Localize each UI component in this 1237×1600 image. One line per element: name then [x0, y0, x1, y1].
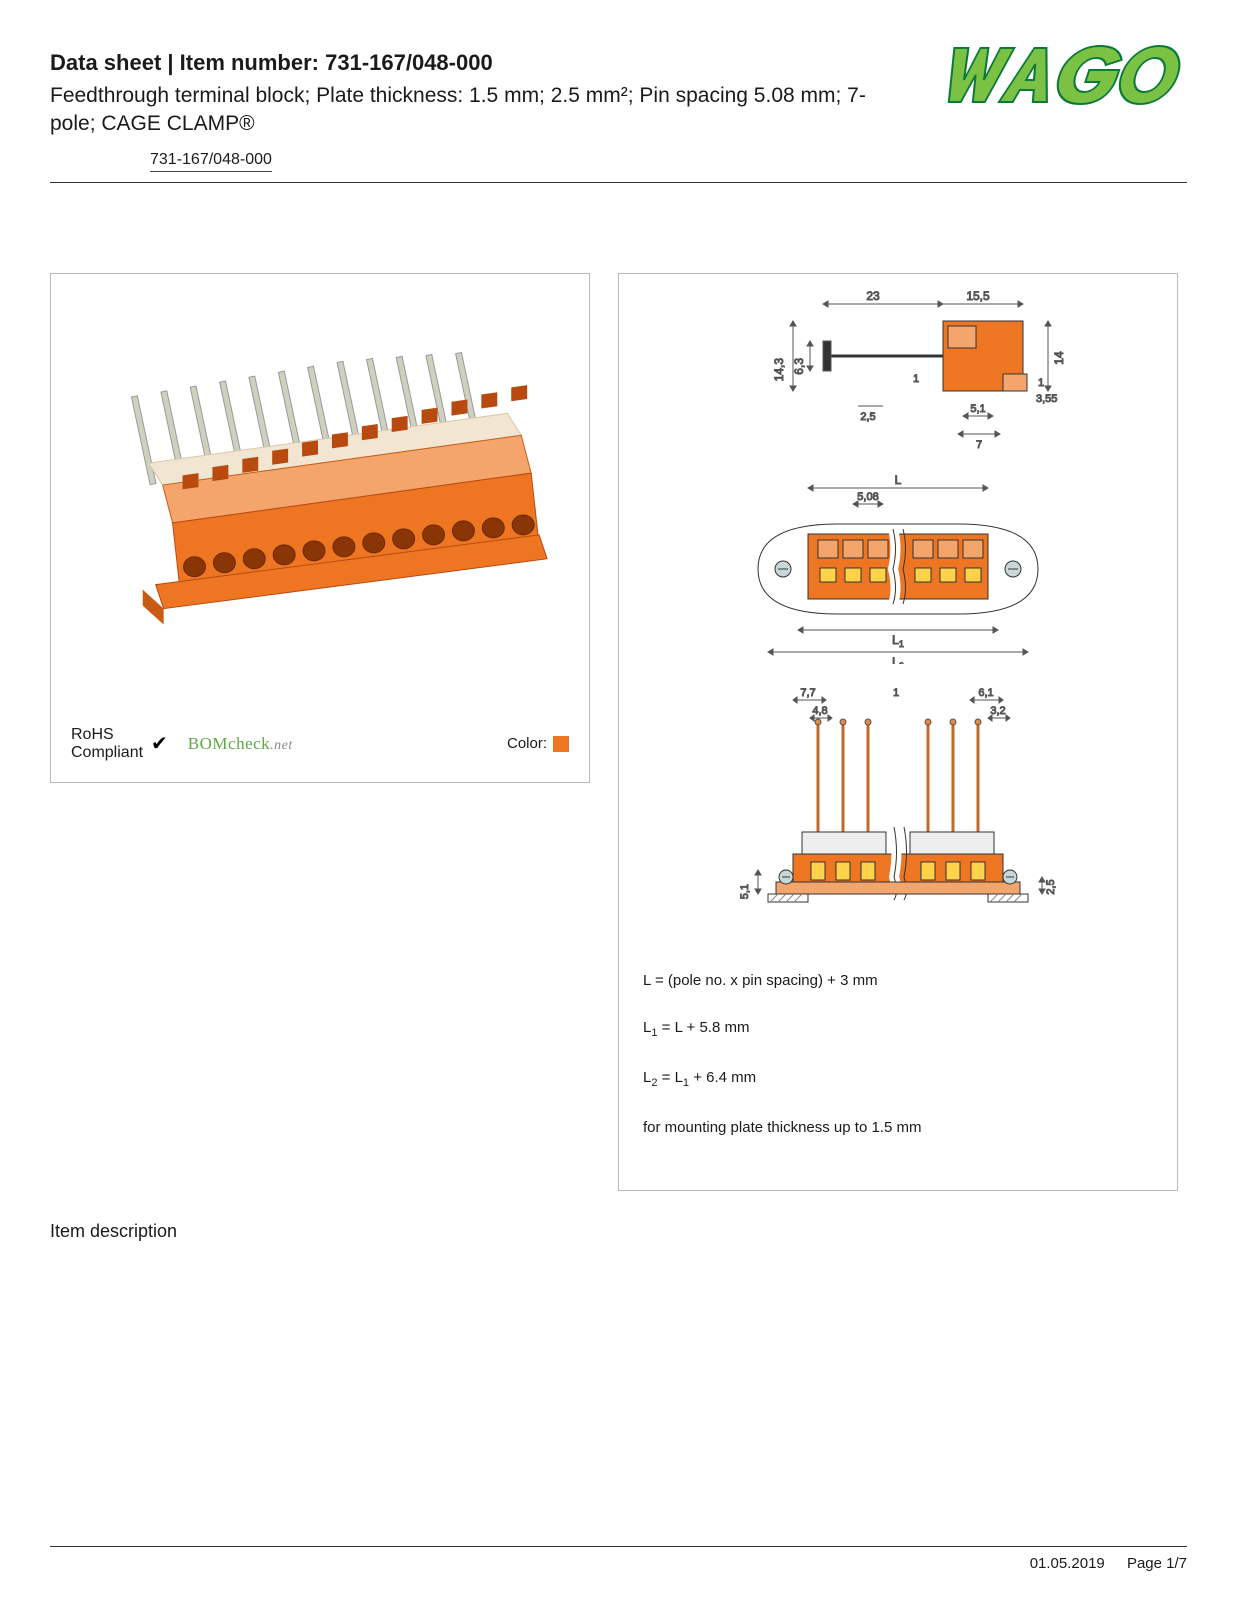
section-item-description: Item description — [50, 1221, 1187, 1242]
svg-text:1: 1 — [893, 687, 899, 699]
rohs-compliant: RoHS Compliant ✔ — [71, 726, 168, 762]
page-footer: 01.05.2019 Page 1/7 — [50, 1546, 1187, 1572]
brand-logo — [907, 40, 1187, 125]
item-number-link[interactable]: 731-167/048-000 — [150, 151, 272, 172]
color-label-text: Color: — [507, 735, 547, 752]
svg-text:L: L — [895, 474, 902, 487]
svg-text:5,1: 5,1 — [739, 884, 751, 899]
drawing-panel: 23 15,5 14,3 6,3 — [618, 273, 1178, 1191]
drawing-plan-view: L 5,08 — [698, 474, 1098, 664]
svg-text:6,3: 6,3 — [792, 357, 806, 374]
formula-L: L = (pole no. x pin spacing) + 3 mm — [643, 972, 1153, 989]
svg-text:2,5: 2,5 — [860, 411, 875, 423]
formula-L2: L2 = L1 + 6.4 mm — [643, 1069, 1153, 1089]
title-item-number: 731-167/048-000 — [325, 50, 493, 75]
title-prefix: Data sheet | Item number: — [50, 50, 325, 75]
svg-text:5,1: 5,1 — [970, 403, 985, 415]
compliance-row: RoHS Compliant ✔ BOMcheck.net Color: — [71, 726, 569, 762]
bomcheck-logo: BOMcheck.net — [188, 734, 293, 754]
formula-L1: L1 = L + 5.8 mm — [643, 1019, 1153, 1039]
footer-page: Page 1/7 — [1127, 1555, 1187, 1572]
rohs-label-1: RoHS — [71, 726, 143, 744]
svg-text:L1: L1 — [892, 633, 904, 649]
header-text: Data sheet | Item number: 731-167/048-00… — [50, 50, 870, 139]
svg-text:3,55: 3,55 — [1036, 393, 1057, 405]
svg-text:23: 23 — [866, 289, 880, 303]
content-columns: RoHS Compliant ✔ BOMcheck.net Color: — [50, 273, 1187, 1191]
svg-text:1: 1 — [1038, 377, 1044, 389]
drawing-side-view: 23 15,5 14,3 6,3 — [718, 286, 1078, 456]
color-indicator: Color: — [507, 735, 569, 752]
color-swatch — [553, 736, 569, 752]
drawing-front-view: 7,7 4,8 1 6,1 3,2 — [698, 682, 1098, 922]
subtitle: Feedthrough terminal block; Plate thickn… — [50, 82, 870, 139]
bomcheck-suffix: .net — [270, 738, 293, 753]
mounting-note: for mounting plate thickness up to 1.5 m… — [643, 1119, 1153, 1136]
header-divider — [50, 182, 1187, 183]
svg-text:2,5: 2,5 — [1045, 879, 1057, 894]
product-panel: RoHS Compliant ✔ BOMcheck.net Color: — [50, 273, 590, 783]
check-icon: ✔ — [151, 731, 168, 756]
svg-text:7: 7 — [976, 439, 982, 451]
svg-text:L2: L2 — [892, 655, 904, 664]
svg-text:15,5: 15,5 — [966, 289, 990, 303]
svg-text:14,3: 14,3 — [772, 357, 786, 381]
svg-text:1: 1 — [913, 373, 919, 385]
svg-text:3,2: 3,2 — [990, 705, 1005, 717]
svg-text:14: 14 — [1052, 351, 1066, 365]
technical-drawings: 23 15,5 14,3 6,3 — [643, 286, 1153, 922]
footer-date: 01.05.2019 — [1030, 1555, 1105, 1572]
svg-text:7,7: 7,7 — [800, 687, 815, 699]
svg-text:5,08: 5,08 — [857, 491, 878, 503]
svg-text:4,8: 4,8 — [812, 705, 827, 717]
title-line: Data sheet | Item number: 731-167/048-00… — [50, 50, 870, 76]
bomcheck-text: BOMcheck — [188, 734, 270, 753]
rohs-label-2: Compliant — [71, 744, 143, 762]
product-image — [71, 294, 569, 706]
header: Data sheet | Item number: 731-167/048-00… — [50, 50, 1187, 139]
svg-text:6,1: 6,1 — [978, 687, 993, 699]
item-number-row: 731-167/048-000 — [150, 151, 1187, 172]
